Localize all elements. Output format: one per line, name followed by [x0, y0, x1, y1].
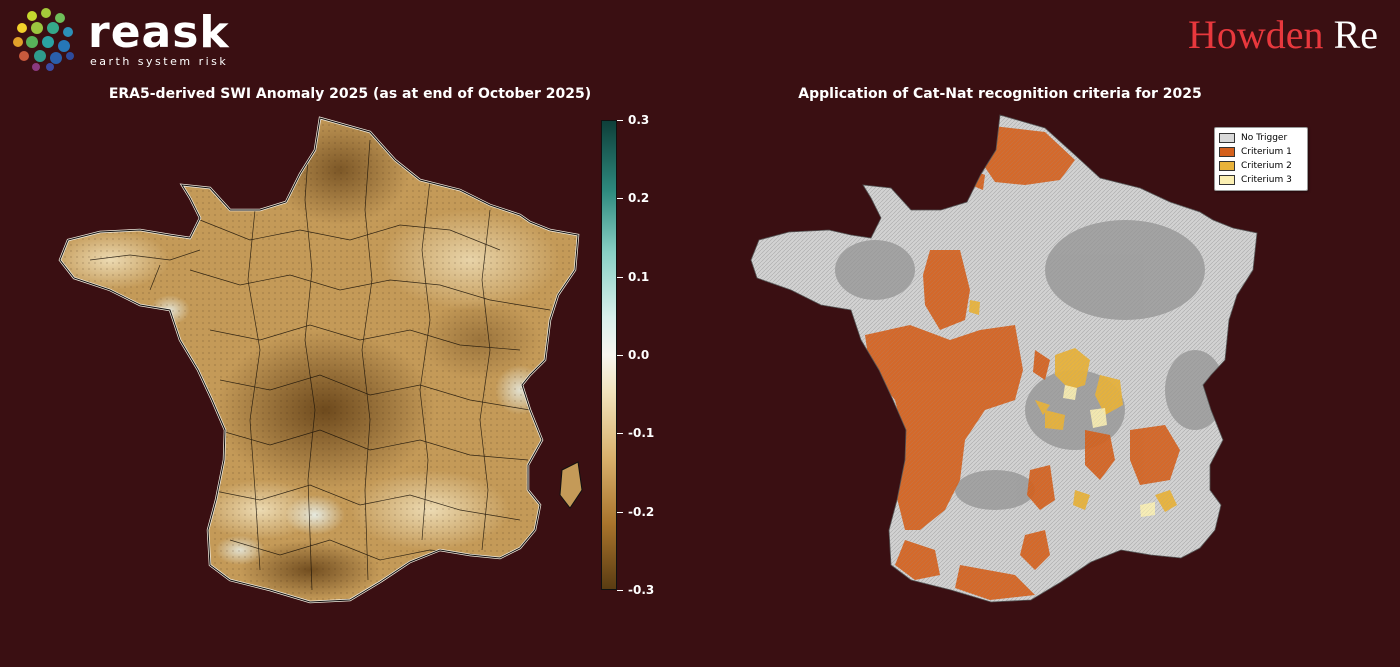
- catnat-criteria-map: [750, 114, 1258, 603]
- legend-label: Criterium 3: [1241, 175, 1292, 185]
- legend-swatch: [1219, 175, 1235, 185]
- legend-item-criterium-2: Criterium 2: [1219, 159, 1303, 173]
- catnat-legend: No Trigger Criterium 1 Criterium 2 Crite…: [1214, 127, 1308, 191]
- reask-globe-icon: [13, 8, 74, 71]
- colorbar-tick: [617, 120, 623, 121]
- colorbar-tick: [617, 511, 623, 513]
- colorbar-tick: [617, 433, 623, 435]
- reask-logo: reask earth system risk: [10, 6, 230, 72]
- legend-swatch: [1219, 133, 1235, 143]
- re-wordmark: Re: [1333, 12, 1378, 57]
- legend-label: Criterium 1: [1241, 147, 1292, 157]
- legend-swatch: [1219, 161, 1235, 171]
- howden-wordmark: Howden: [1188, 12, 1324, 57]
- legend-item-criterium-3: Criterium 3: [1219, 173, 1303, 187]
- colorbar-tick: [617, 276, 623, 278]
- legend-label: No Trigger: [1241, 133, 1288, 143]
- right-map-title: Application of Cat-Nat recognition crite…: [798, 86, 1202, 102]
- colorbar-tick-label: 0.1: [628, 269, 650, 284]
- legend-item-criterium-1: Criterium 1: [1219, 145, 1303, 159]
- colorbar-tick-label: -0.1: [628, 426, 655, 441]
- legend-item-no-trigger: No Trigger: [1219, 131, 1303, 145]
- left-map-title: ERA5-derived SWI Anomaly 2025 (as at end…: [108, 86, 592, 102]
- colorbar-tick-label: -0.3: [628, 583, 655, 597]
- reask-tagline: earth system risk: [90, 54, 229, 68]
- colorbar-tick: [617, 355, 623, 356]
- colorbar-tick-label: -0.2: [628, 504, 655, 519]
- colorbar-tick-label: 0.0: [628, 348, 650, 362]
- colorbar-tick-label: 0.3: [628, 113, 650, 127]
- colorbar-tick-label: 0.2: [628, 191, 650, 206]
- swi-anomaly-map: [58, 116, 583, 604]
- reask-wordmark: reask: [88, 6, 230, 58]
- swi-anomaly-colorbar: [601, 120, 617, 590]
- colorbar-tick: [617, 198, 623, 200]
- colorbar-tick: [617, 590, 623, 591]
- howden-re-logo: Howden Re: [1188, 12, 1378, 58]
- legend-label: Criterium 2: [1241, 161, 1292, 171]
- legend-swatch: [1219, 147, 1235, 157]
